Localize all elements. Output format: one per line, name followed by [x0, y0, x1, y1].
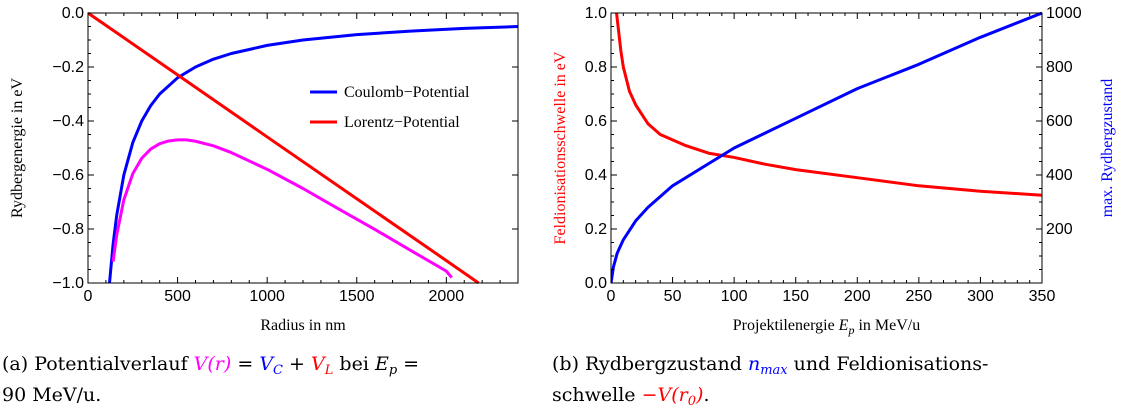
plot-frame-b [610, 12, 1043, 284]
y-tick-label-b: 0.0 [585, 275, 607, 292]
y-tick-label-b-right: 800 [1046, 59, 1073, 76]
caption-b-mid: und Feldionisations- [787, 353, 989, 375]
y-tick-label-a: −0.6 [52, 167, 84, 184]
x-tick-label-b: 300 [967, 288, 994, 305]
caption-a-v-symbol: V [193, 353, 208, 375]
caption-b-n-sub: max [760, 363, 788, 378]
y-tick-label-b: 0.4 [585, 167, 607, 184]
caption-b-n: nmax [747, 353, 788, 378]
caption-b-dot: . [703, 384, 710, 406]
y-tick-label-b-right: 1000 [1046, 5, 1082, 22]
x-tick-label-a: 1000 [249, 288, 285, 305]
x-tick-label-b: 150 [782, 288, 809, 305]
series-line-a-0 [108, 25, 518, 284]
x-tick-label-b: 200 [844, 288, 871, 305]
x-axis-label-b-post: in MeV/u [854, 317, 920, 334]
y-tick-label-a: −1.0 [52, 275, 84, 292]
caption-b-v-symbol: V [657, 384, 672, 406]
caption-a-vc-symbol: V [259, 353, 274, 375]
x-axis-label-b-e: E [838, 317, 849, 334]
x-tick-label-a: 0 [84, 288, 93, 305]
caption-a-vl: VL [311, 353, 334, 378]
y-tick-label-a: 0.0 [62, 5, 84, 22]
caption-a-ep-sub: p [388, 363, 398, 378]
caption-a-ep-symbol: E [374, 353, 389, 375]
legend-label-a: Coulomb−Potential [344, 84, 470, 101]
series-line-a-2 [111, 138, 453, 279]
caption-b-v: −V(r0) [641, 384, 704, 409]
x-tick-label-b: 50 [664, 288, 682, 305]
series-line-a-1 [88, 12, 480, 284]
series-line-b-0 [615, 12, 1042, 197]
caption-a-eq: = [231, 353, 260, 375]
caption-b-v-sub: 0 [687, 394, 697, 409]
caption-a-v: V(r) [194, 353, 232, 375]
y-tick-label-a: −0.4 [52, 113, 84, 130]
caption-b-v-arg: (r [671, 384, 688, 406]
caption-b-text: (b) Rydbergzustand [552, 353, 748, 375]
caption-a-vc-sub: C [273, 363, 283, 378]
y-tick-label-a: −0.2 [52, 59, 84, 76]
x-tick-label-a: 2000 [429, 288, 465, 305]
y-tick-label-b: 1.0 [585, 5, 607, 22]
x-tick-label-b: 0 [607, 288, 616, 305]
y-axis-label-b: Feldionisationsschwelle in eV [552, 51, 569, 244]
caption-b-minus: − [641, 384, 658, 406]
x-axis-label-b-pre: Projektilenergie [733, 317, 839, 334]
caption-b-v-close: ) [696, 384, 704, 406]
caption-b-n-symbol: n [747, 353, 761, 375]
y-tick-label-a: −0.8 [52, 221, 84, 238]
x-axis-label-b: Projektilenergie Ep in MeV/u [733, 317, 920, 337]
caption-a-eq2: = [397, 353, 420, 375]
caption-a-line2: 90 MeV/u. [2, 384, 102, 406]
caption-a-ep: Ep [374, 353, 398, 378]
y-tick-label-b: 0.2 [585, 221, 607, 238]
x-tick-label-b: 350 [1029, 288, 1056, 305]
y-tick-label-b: 0.6 [585, 113, 607, 130]
y-tick-label-b-right: 600 [1046, 113, 1073, 130]
x-tick-label-a: 1500 [339, 288, 375, 305]
caption-a-vl-sub: L [324, 363, 334, 378]
caption-a-bei: bei [333, 353, 375, 375]
y-axis-label-b-right: max. Rydbergzustand [1099, 79, 1116, 218]
caption-a-v-arg: (r) [207, 353, 232, 375]
figure: 0 500 1000 1500 20000.0−0.2−0.4−0.6−0.8−1.0R… [9, 5, 1116, 337]
x-axis-label-b-sub: p [847, 323, 854, 337]
x-tick-label-b: 100 [721, 288, 748, 305]
caption-b-line2: schwelle [552, 384, 642, 406]
y-tick-label-b-right: 200 [1046, 221, 1073, 238]
caption-b: (b) Rydbergzustand nmax und Feldionisati… [552, 352, 1128, 414]
caption-a-text: (a) Potentialverlauf [2, 353, 194, 375]
x-axis-label-a: Radius in nm [260, 317, 346, 334]
y-tick-label-b-right: 400 [1046, 167, 1073, 184]
chart-b: 0 50 100 150 200 250 300 350 0.0 0.2 0.4 0.6 0.8 1.0 2… [552, 5, 1116, 337]
y-tick-label-b: 0.8 [585, 59, 607, 76]
caption-a: (a) Potentialverlauf V(r) = VC + VL bei … [2, 352, 542, 407]
chart-a: 0 500 1000 1500 2000 0.0 −0.2 −0.4 −0.6 −0.8 −1.0 R… [9, 5, 519, 334]
caption-a-vc: VC [259, 353, 283, 378]
legend-label-a: Lorentz−Potential [344, 114, 460, 131]
x-tick-label-b: 250 [906, 288, 933, 305]
caption-a-vl-symbol: V [311, 353, 325, 375]
series-line-b-1 [611, 12, 1042, 284]
y-axis-label-a: Rydbergenergie in eV [9, 78, 26, 219]
x-tick-label-a: 500 [164, 288, 191, 305]
caption-a-plus: + [283, 353, 311, 375]
